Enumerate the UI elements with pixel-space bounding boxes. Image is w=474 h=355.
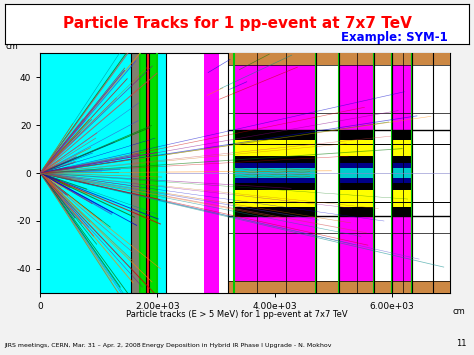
Bar: [392, 190, 412, 207]
Bar: [392, 168, 412, 178]
Bar: [339, 182, 374, 190]
Bar: [234, 190, 316, 207]
Bar: [392, 156, 412, 163]
Bar: [339, 53, 374, 144]
Bar: [234, 182, 316, 190]
Bar: [228, 281, 450, 293]
Bar: [392, 163, 412, 168]
Bar: [392, 182, 412, 190]
Bar: [339, 202, 374, 293]
Bar: [339, 207, 374, 216]
Bar: [392, 130, 412, 140]
Bar: [40, 53, 131, 293]
Bar: [234, 202, 316, 293]
Bar: [204, 53, 219, 293]
Bar: [392, 178, 412, 182]
Bar: [228, 53, 450, 65]
Text: cm: cm: [5, 42, 18, 51]
Text: 11: 11: [456, 339, 467, 348]
Bar: [339, 163, 374, 168]
Text: Energy Deposition in Hybrid IR Phase I Upgrade - N. Mokhov: Energy Deposition in Hybrid IR Phase I U…: [142, 343, 332, 348]
Bar: [234, 130, 316, 140]
Bar: [234, 140, 316, 156]
Bar: [140, 53, 146, 293]
Bar: [157, 53, 166, 293]
Bar: [146, 53, 149, 293]
Text: cm: cm: [452, 307, 465, 316]
Bar: [234, 207, 316, 216]
Bar: [339, 156, 374, 163]
Bar: [234, 163, 316, 168]
Bar: [392, 207, 412, 216]
Bar: [339, 130, 374, 140]
Bar: [234, 168, 316, 178]
Bar: [234, 178, 316, 182]
Bar: [131, 53, 140, 293]
Bar: [234, 156, 316, 163]
Bar: [339, 190, 374, 207]
Text: Particle Tracks for 1 pp-event at 7x7 TeV: Particle Tracks for 1 pp-event at 7x7 Te…: [63, 16, 411, 32]
Bar: [228, 53, 450, 293]
Text: Particle tracks (E > 5 MeV) for 1 pp-event at 7x7 TeV: Particle tracks (E > 5 MeV) for 1 pp-eve…: [126, 310, 348, 319]
Bar: [392, 140, 412, 156]
Text: Example: SYM-1: Example: SYM-1: [341, 31, 448, 44]
Bar: [166, 53, 204, 293]
Bar: [392, 53, 412, 144]
Bar: [234, 53, 316, 144]
Bar: [339, 178, 374, 182]
Bar: [392, 202, 412, 293]
Text: JIRS meetings, CERN, Mar. 31 – Apr. 2, 2008: JIRS meetings, CERN, Mar. 31 – Apr. 2, 2…: [5, 343, 141, 348]
Bar: [339, 140, 374, 156]
Bar: [339, 168, 374, 178]
Bar: [219, 53, 228, 293]
Bar: [149, 53, 157, 293]
